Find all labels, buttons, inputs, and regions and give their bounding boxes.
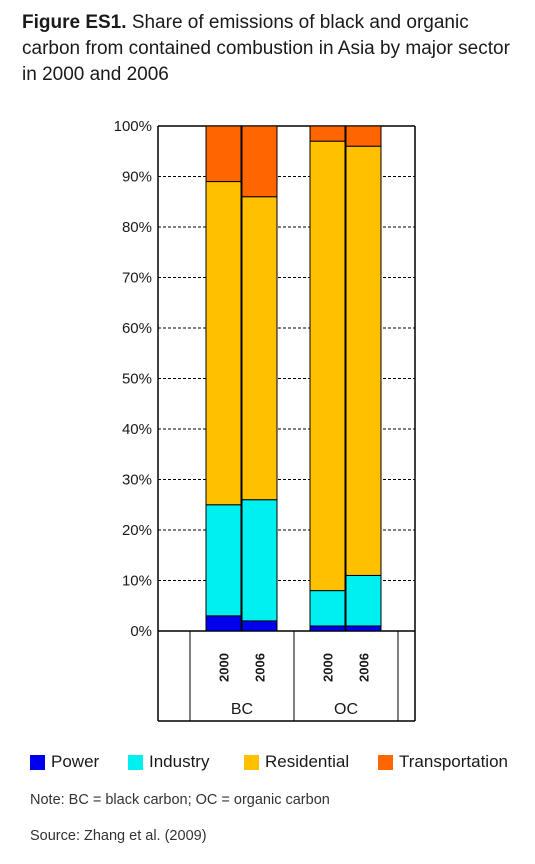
y-tick-label: 90%	[122, 169, 152, 186]
y-tick-label: 30%	[122, 472, 152, 489]
y-tick-label: 50%	[122, 371, 152, 388]
figure-caption: Share of emissions of black and organic …	[22, 12, 510, 85]
bar-residential-bc-2000	[205, 181, 242, 506]
legend-item-transportation: Transportation	[378, 752, 508, 772]
bar-transportation-bc-2006	[241, 125, 278, 198]
legend-item-power: Power	[30, 752, 99, 772]
bar-power-oc-2000	[309, 625, 346, 632]
bar-residential-oc-2000	[309, 140, 346, 592]
category-label: 2000	[217, 653, 232, 682]
bar-industry-bc-2000	[205, 504, 242, 617]
bar-transportation-bc-2000	[205, 125, 242, 183]
legend-label: Residential	[265, 752, 350, 771]
y-tick-label: 80%	[122, 219, 152, 236]
legend-swatch	[30, 754, 45, 770]
legend-item-industry: Industry	[128, 752, 209, 772]
figure-label: Figure ES1.	[22, 12, 127, 33]
y-tick-label: 60%	[122, 320, 152, 337]
legend-item-residential: Residential	[244, 752, 349, 772]
bar-power-bc-2006	[241, 620, 278, 632]
bar-residential-oc-2006	[345, 145, 382, 576]
y-tick-label: 70%	[122, 270, 152, 287]
y-tick-label: 40%	[122, 421, 152, 438]
y-tick-label: 0%	[130, 623, 152, 640]
legend-swatch	[244, 754, 259, 770]
category-label: 2006	[357, 653, 372, 682]
legend-label: Industry	[149, 752, 210, 771]
chart-legend: Power Industry Residential Transportation	[30, 752, 530, 776]
y-tick-label: 100%	[114, 118, 152, 135]
bar-transportation-oc-2006	[345, 125, 382, 147]
chart-note: Note: BC = black carbon; OC = organic ca…	[30, 792, 330, 808]
bar-industry-oc-2000	[309, 590, 346, 627]
legend-swatch	[378, 754, 393, 770]
bar-power-bc-2000	[205, 615, 242, 632]
category-label: 2006	[253, 653, 268, 682]
category-label: 2000	[321, 653, 336, 682]
stacked-bar-chart: 0% 10% 20% 30% 40% 50% 60% 70% 80% 90% 100% 2000 200…	[114, 118, 416, 722]
y-tick-label: 20%	[122, 522, 152, 539]
group-label-bc: BC	[231, 701, 253, 718]
bar-transportation-oc-2000	[309, 125, 346, 142]
legend-label: Transportation	[399, 752, 508, 771]
bar-industry-bc-2006	[241, 499, 278, 622]
y-tick-label: 10%	[122, 573, 152, 590]
legend-label: Power	[51, 752, 100, 771]
bar-industry-oc-2006	[345, 574, 382, 627]
chart-source: Source: Zhang et al. (2009)	[30, 828, 207, 844]
bar-power-oc-2006	[345, 625, 382, 632]
figure-title: Figure ES1. Share of emissions of black …	[22, 10, 527, 88]
group-label-oc: OC	[334, 701, 358, 718]
legend-swatch	[128, 754, 143, 770]
bar-residential-bc-2006	[241, 196, 278, 501]
